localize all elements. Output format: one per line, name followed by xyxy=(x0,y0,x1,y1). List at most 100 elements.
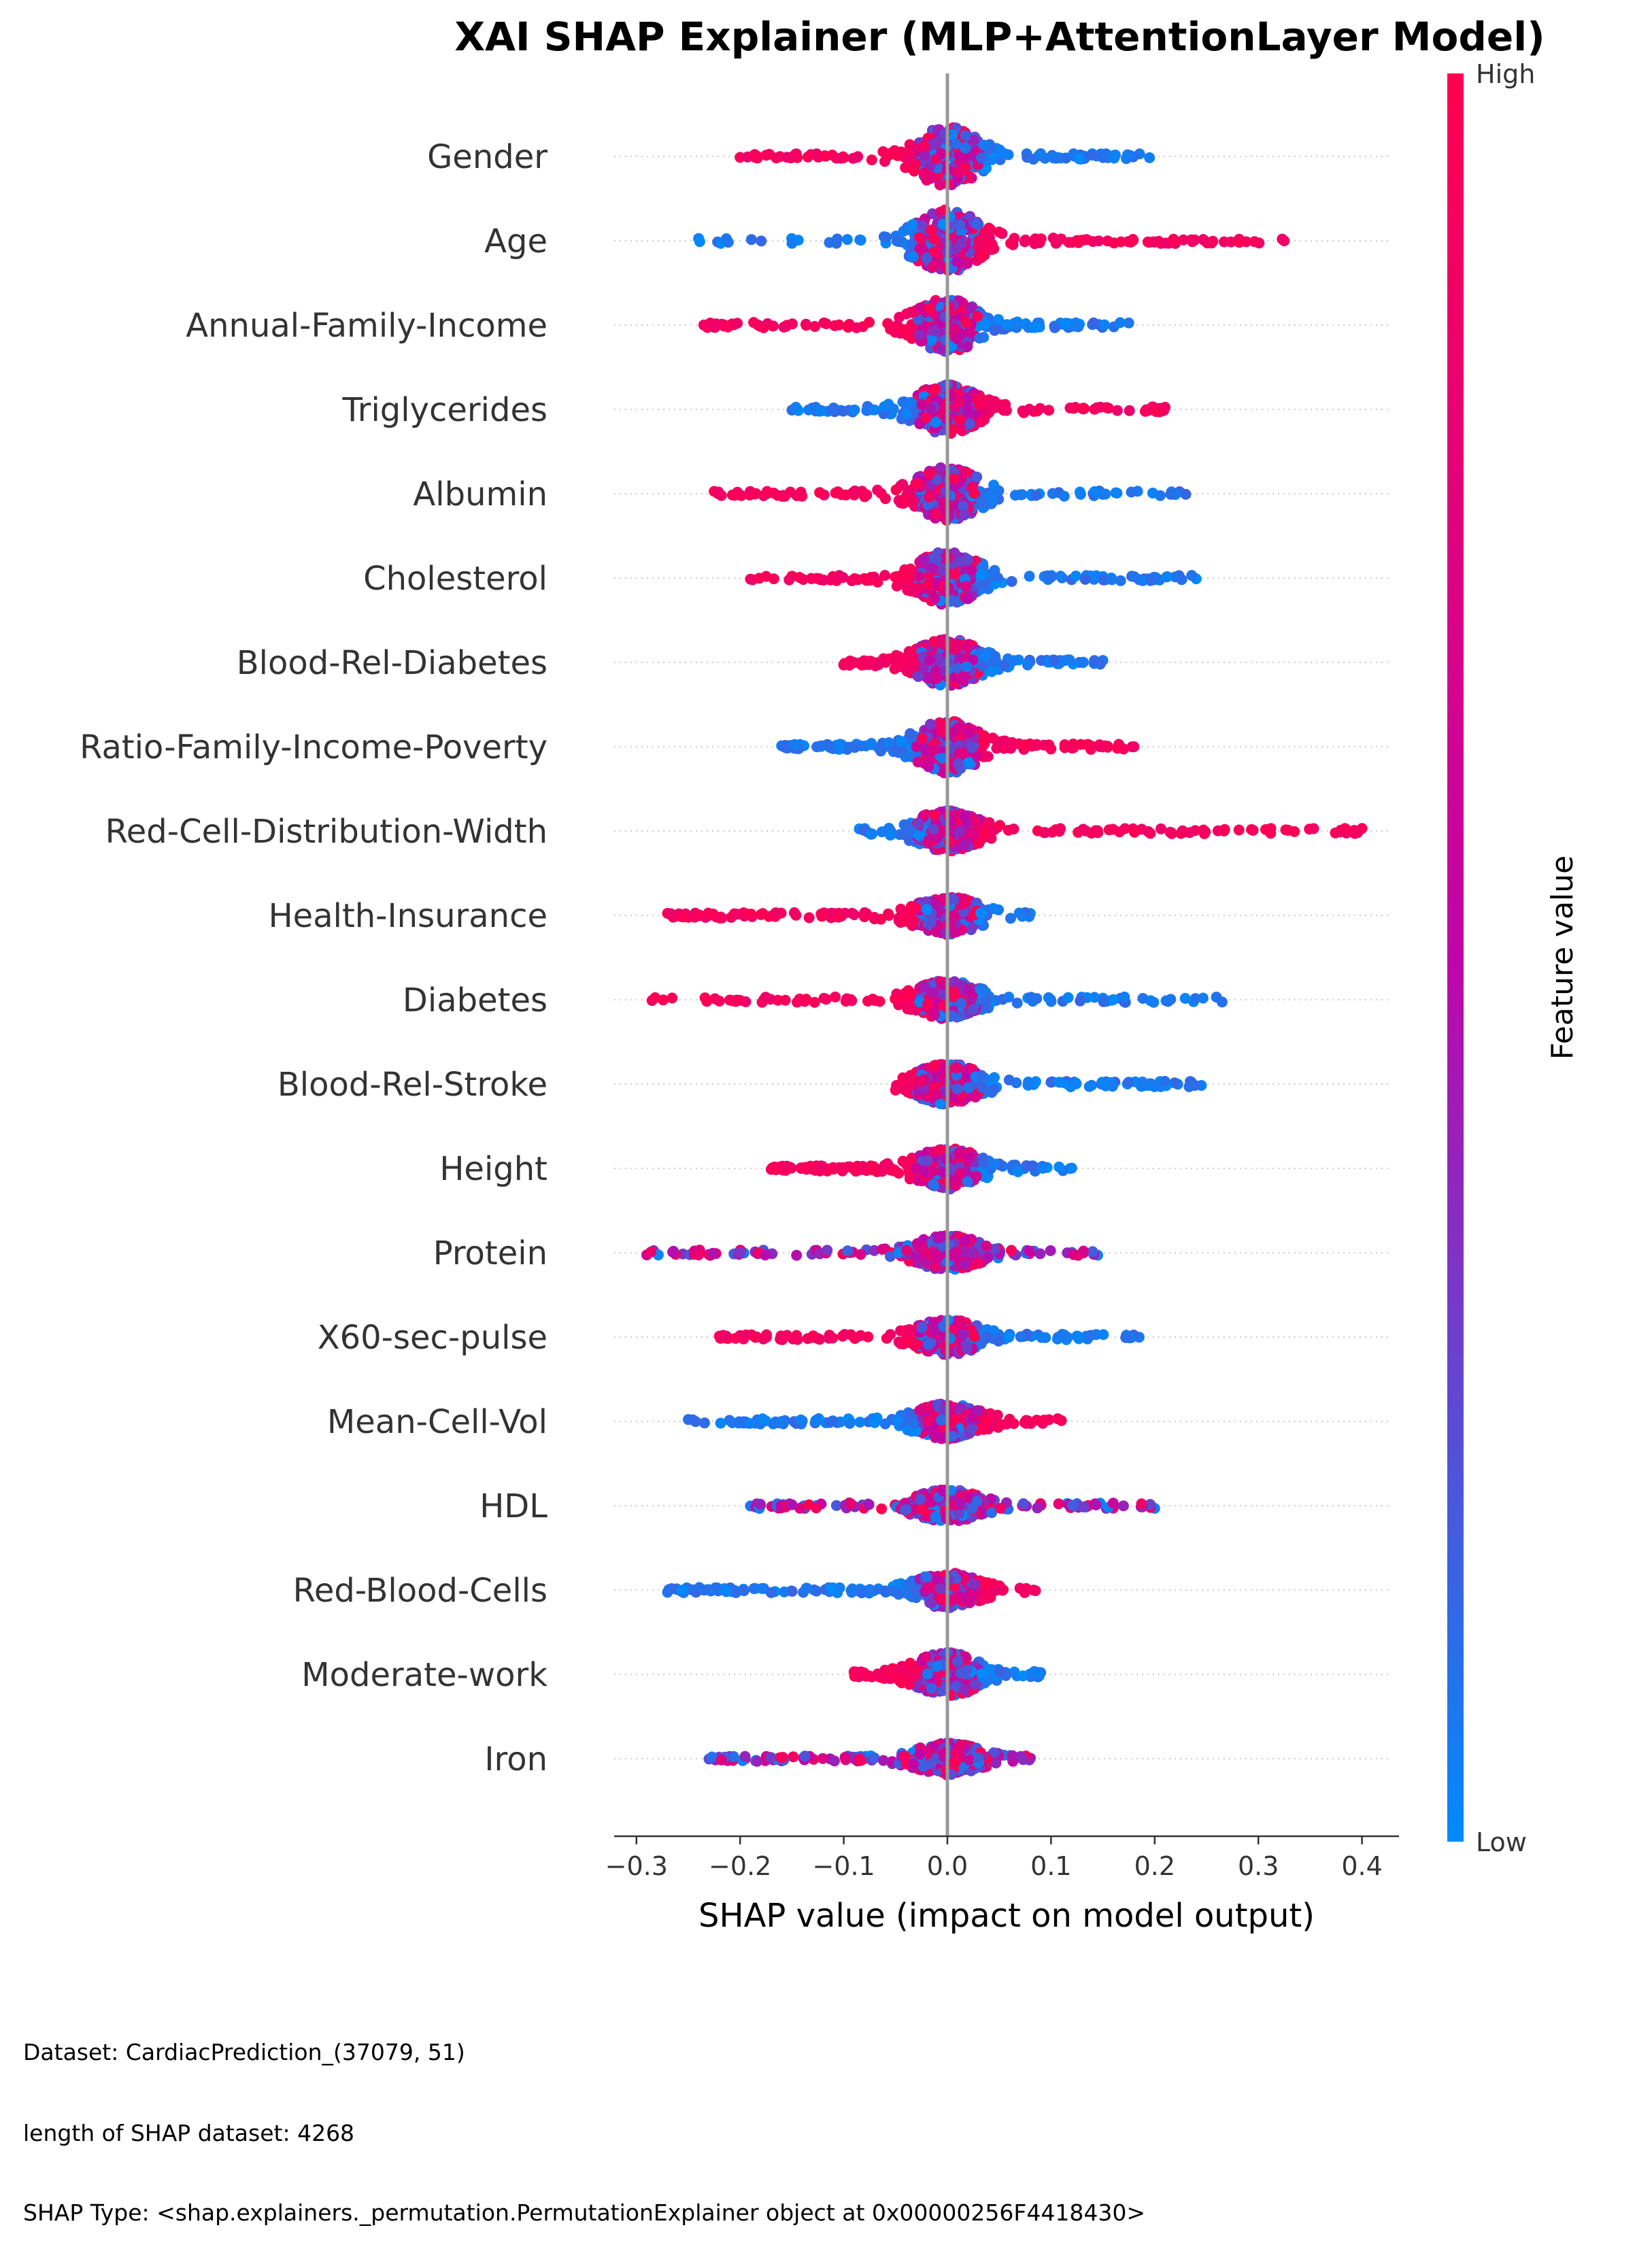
shap-point xyxy=(1088,317,1099,328)
shap-point xyxy=(1069,320,1080,332)
shap-point xyxy=(785,486,796,498)
shap-point xyxy=(901,823,912,834)
shap-point xyxy=(911,1162,922,1174)
shap-point xyxy=(811,148,822,160)
shap-point xyxy=(998,405,1009,416)
shap-point xyxy=(859,911,870,922)
shap-point xyxy=(1005,237,1016,249)
shap-point xyxy=(1079,573,1091,585)
shap-point xyxy=(866,154,877,166)
shap-point xyxy=(929,809,941,821)
shap-point xyxy=(846,575,858,586)
shap-point xyxy=(834,570,845,581)
shap-point xyxy=(836,489,847,501)
shap-point xyxy=(1100,148,1112,160)
shap-point xyxy=(968,1004,979,1015)
shap-point xyxy=(913,314,924,325)
shap-point xyxy=(929,325,940,337)
shap-point xyxy=(960,258,971,269)
shap-point xyxy=(1102,403,1114,414)
shap-point xyxy=(981,1240,992,1252)
shap-point xyxy=(1200,826,1211,838)
shap-point xyxy=(905,396,916,408)
shap-point xyxy=(1064,654,1075,666)
shap-point xyxy=(826,907,837,919)
shap-point xyxy=(907,219,918,231)
shap-point xyxy=(745,234,757,246)
shap-point xyxy=(987,732,998,744)
shap-point xyxy=(951,1083,963,1095)
shap-point xyxy=(1156,823,1166,834)
shap-point xyxy=(961,661,973,673)
shap-point xyxy=(975,416,987,428)
shap-point xyxy=(931,673,942,684)
shap-point xyxy=(1110,487,1122,499)
shap-point xyxy=(1126,486,1137,498)
shap-point xyxy=(966,482,978,493)
shap-point xyxy=(962,341,973,352)
shap-point xyxy=(913,582,924,594)
shap-point xyxy=(977,250,988,261)
shap-point xyxy=(1148,236,1159,248)
shap-point xyxy=(1289,826,1300,837)
shap-point xyxy=(935,148,947,159)
shap-point xyxy=(905,307,917,318)
shap-point xyxy=(929,592,941,604)
shap-point xyxy=(901,1085,912,1096)
shap-point xyxy=(915,1075,926,1087)
shap-point xyxy=(910,902,922,913)
shap-point xyxy=(1019,236,1030,248)
shap-point xyxy=(951,662,963,674)
shap-point xyxy=(677,911,689,923)
shap-point xyxy=(927,562,939,574)
shap-point xyxy=(767,320,779,332)
shap-point xyxy=(1165,488,1177,500)
shap-point xyxy=(951,638,962,649)
shap-point xyxy=(922,904,933,915)
shap-point xyxy=(658,994,669,1006)
shap-point xyxy=(962,593,973,605)
shap-point xyxy=(951,256,963,267)
shap-point xyxy=(879,493,891,505)
shap-point xyxy=(1144,152,1156,163)
shap-point xyxy=(958,509,970,521)
shap-point xyxy=(1094,741,1106,752)
shap-point xyxy=(837,1162,849,1173)
shap-point xyxy=(932,136,943,148)
shap-point xyxy=(791,1249,803,1261)
shap-point xyxy=(924,303,935,315)
shap-point xyxy=(1073,153,1085,165)
shap-point xyxy=(1032,825,1043,837)
shap-point xyxy=(919,554,930,566)
feature-label: Gender xyxy=(427,138,547,176)
shap-point xyxy=(882,318,894,329)
shap-point xyxy=(842,322,854,333)
shap-point xyxy=(735,1247,746,1258)
shap-point xyxy=(768,573,779,585)
shap-point xyxy=(879,1160,890,1171)
shap-point xyxy=(979,317,991,328)
shap-point xyxy=(1022,659,1033,671)
shap-point xyxy=(1187,236,1198,248)
shap-point xyxy=(911,1251,923,1263)
feature-label: Height xyxy=(439,1150,547,1188)
shap-point xyxy=(1100,488,1111,500)
shap-point xyxy=(975,569,987,581)
shap-point xyxy=(1111,405,1123,416)
shap-point xyxy=(953,1148,964,1159)
shap-point xyxy=(1024,403,1035,415)
shap-point xyxy=(1071,1077,1082,1089)
shap-point xyxy=(780,320,792,332)
shap-point xyxy=(913,830,925,841)
shap-point xyxy=(960,130,971,141)
shap-point xyxy=(1037,1162,1049,1174)
shap-point xyxy=(1119,992,1130,1002)
shap-point xyxy=(1159,1076,1170,1087)
shap-point xyxy=(924,754,936,766)
shap-point xyxy=(967,1246,979,1257)
shap-point xyxy=(1011,997,1023,1009)
shap-point xyxy=(855,235,866,246)
shap-point xyxy=(816,911,828,922)
shap-point xyxy=(1126,741,1138,753)
shap-point xyxy=(707,1247,718,1259)
